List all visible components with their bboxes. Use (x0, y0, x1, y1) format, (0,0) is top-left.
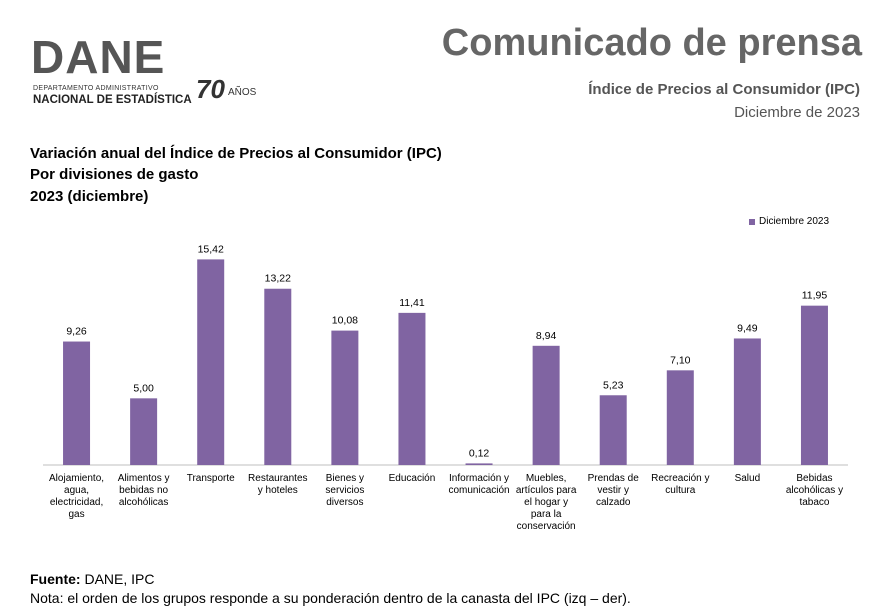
category-label: Transporte (187, 473, 235, 484)
bar (197, 259, 225, 465)
category-label: comunicación (448, 485, 509, 496)
bar (465, 463, 493, 465)
bar (130, 398, 158, 465)
dane-logo: DANE DEPARTAMENTO ADMINISTRATIVO NACIONA… (31, 34, 271, 106)
category-label: bebidas no (119, 485, 168, 496)
category-label: artículos para (516, 485, 577, 496)
category-label: Alojamiento, (49, 473, 104, 484)
category-label: diversos (326, 497, 363, 508)
bar (398, 312, 426, 465)
chart-title-line-1: Variación anual del Índice de Precios al… (30, 145, 442, 162)
data-label: 7,10 (670, 354, 691, 366)
category-label: alcohólicas (119, 497, 168, 508)
data-label: 9,26 (66, 326, 87, 338)
source-label: Fuente: (30, 571, 81, 587)
bar (63, 341, 91, 465)
data-label: 15,42 (198, 243, 224, 255)
category-label: Bebidas (796, 473, 832, 484)
chart-title-line-3: 2023 (diciembre) (30, 188, 149, 205)
category-label: Información y (449, 473, 509, 484)
category-label: y hoteles (258, 485, 298, 496)
source-note: Fuente: DANE, IPC (30, 571, 154, 587)
category-label: Salud (735, 473, 761, 484)
category-label: Restaurantes (248, 473, 307, 484)
data-label: 5,23 (603, 379, 624, 391)
category-label: Alimentos y (118, 473, 170, 484)
page-subtitle: Índice de Precios al Consumidor (IPC) (588, 81, 860, 98)
data-label: 9,49 (737, 322, 758, 334)
category-label: gas (68, 509, 84, 520)
category-label: servicios (325, 485, 364, 496)
data-label: 11,41 (399, 297, 425, 309)
category-label: calzado (596, 497, 631, 508)
category-label: vestir y (597, 485, 629, 496)
category-label: tabaco (799, 497, 829, 508)
category-label: electricidad, (50, 497, 103, 508)
data-label: 10,08 (332, 315, 358, 327)
bar (733, 338, 761, 465)
source-text: DANE, IPC (80, 571, 155, 587)
page-title: Comunicado de prensa (441, 22, 862, 64)
bar (532, 345, 560, 465)
bar (599, 395, 627, 465)
data-label: 5,00 (133, 382, 154, 394)
logo-wordmark: DANE (31, 31, 166, 83)
logo-anniversary-number: 70 (196, 74, 225, 104)
chart-legend: Diciembre 2023 (749, 216, 829, 227)
legend-swatch (749, 218, 755, 225)
category-label: Bienes y (326, 473, 364, 484)
category-label: alcohólicas y (786, 485, 843, 496)
bar (264, 288, 292, 465)
legend-label: Diciembre 2023 (759, 216, 830, 227)
data-label: 13,22 (265, 273, 291, 285)
logo-nacional-line: NACIONAL DE ESTADÍSTICA (33, 94, 192, 106)
category-label: conservación (517, 521, 576, 532)
category-label: para la (531, 509, 562, 520)
chart-title-line-2: Por divisiones de gasto (30, 166, 199, 183)
category-label: el hogar y (524, 497, 568, 508)
bar (666, 370, 694, 465)
category-label: Educación (389, 473, 436, 484)
order-note: Nota: el orden de los grupos responde a … (30, 590, 631, 606)
category-label: Prendas de (588, 473, 640, 484)
data-label: 8,94 (536, 330, 557, 342)
logo-department-line: DEPARTAMENTO ADMINISTRATIVO (33, 85, 159, 92)
category-label: Recreación y (651, 473, 709, 484)
data-label: 11,95 (802, 290, 828, 302)
category-label: Muebles, (526, 473, 567, 484)
category-label: cultura (665, 485, 695, 496)
data-label: 0,12 (469, 447, 490, 459)
logo-anniversary-word: AÑOS (228, 87, 257, 98)
bar (331, 330, 359, 465)
bar (800, 305, 828, 465)
category-label: agua, (64, 485, 89, 496)
publication-date: Diciembre de 2023 (734, 104, 860, 121)
